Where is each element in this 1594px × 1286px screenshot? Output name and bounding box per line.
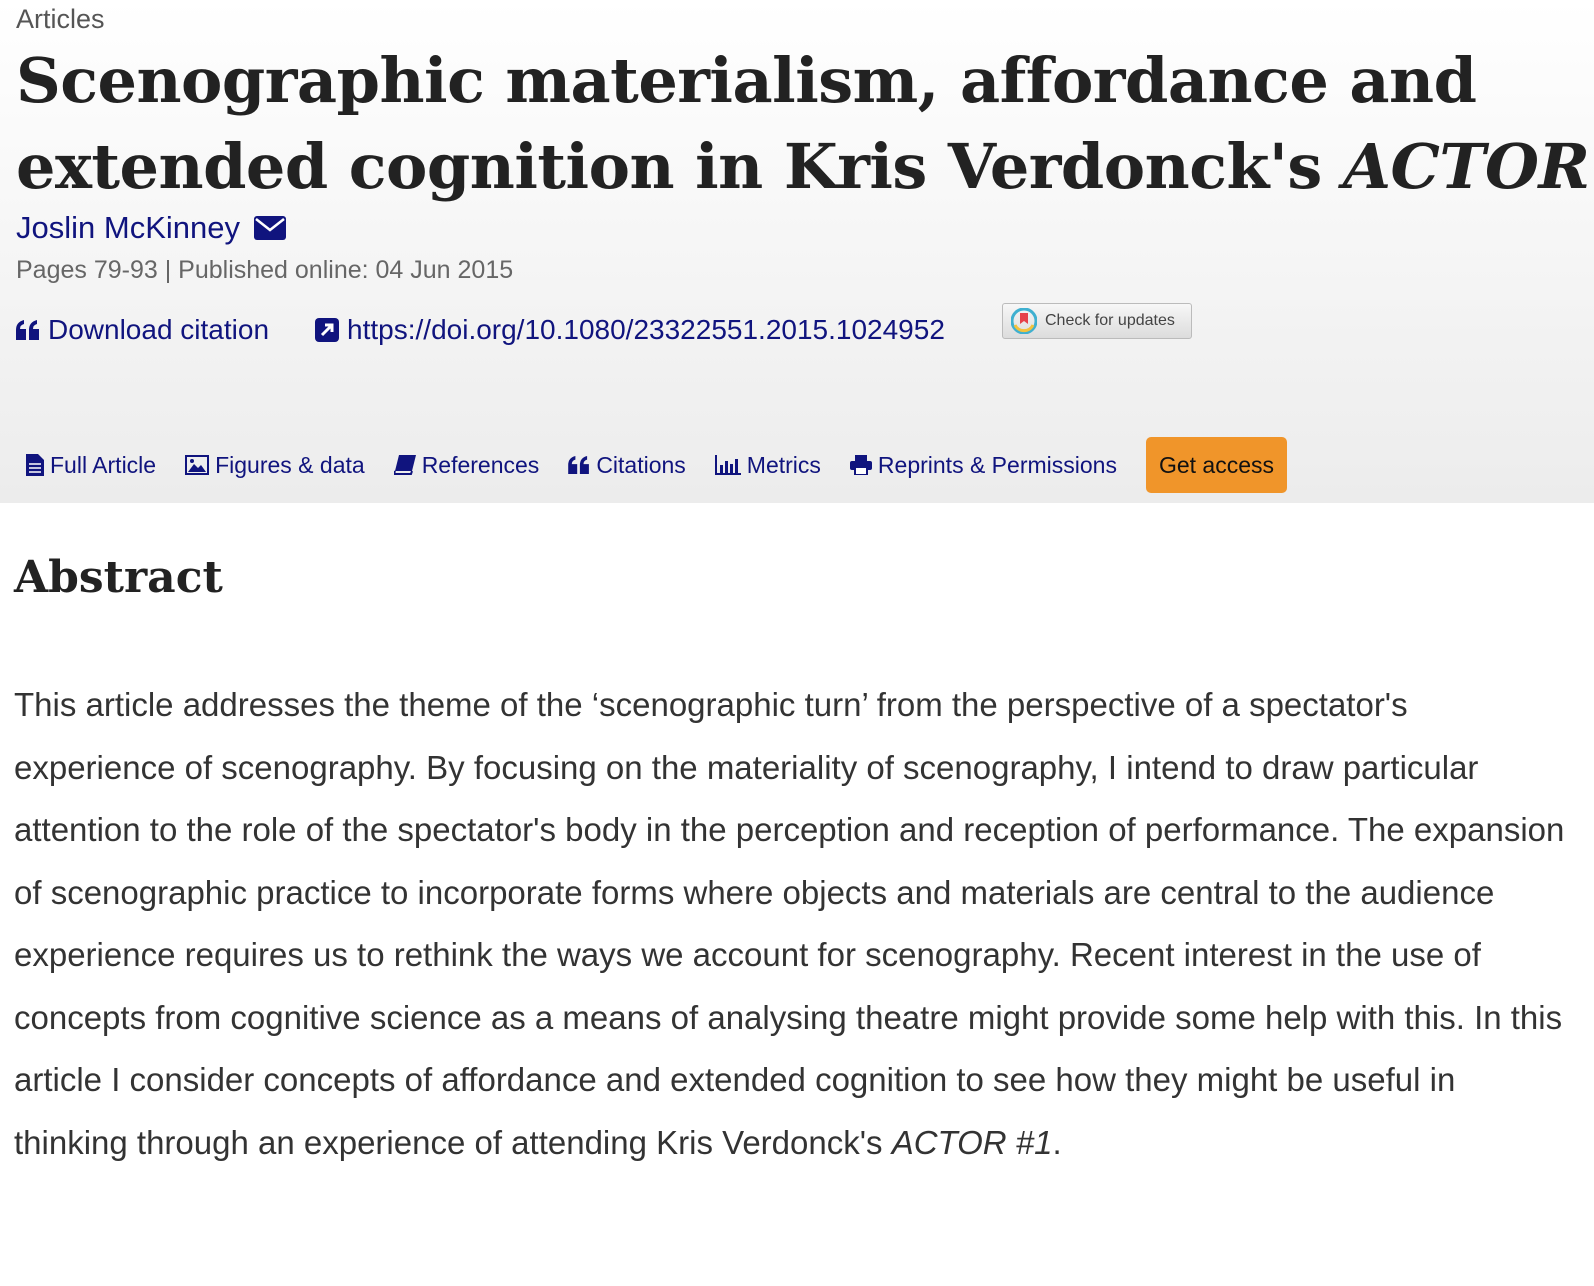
article-header: Articles Scenographic materialism, affor… bbox=[0, 0, 1594, 503]
book-icon bbox=[393, 455, 416, 475]
tab-label: Reprints & Permissions bbox=[877, 451, 1117, 478]
article-title: Scenographic materialism, affordance and… bbox=[16, 38, 1594, 210]
author-name[interactable]: Joslin McKinney bbox=[16, 210, 240, 245]
tab-figures-data[interactable]: Figures & data bbox=[185, 452, 365, 479]
tab-full-article[interactable]: Full Article bbox=[26, 452, 156, 479]
title-text: Scenographic materialism, affordance and… bbox=[16, 44, 1477, 203]
check-for-updates-button[interactable]: Check for updates bbox=[1002, 303, 1192, 339]
doi-link[interactable]: https://doi.org/10.1080/23322551.2015.10… bbox=[315, 314, 945, 346]
envelope-icon[interactable] bbox=[253, 216, 286, 240]
article-meta: Pages 79-93 | Published online: 04 Jun 2… bbox=[16, 256, 514, 284]
get-access-button[interactable]: Get access bbox=[1145, 437, 1287, 493]
tab-metrics[interactable]: Metrics bbox=[714, 451, 821, 479]
tab-label: References bbox=[421, 451, 540, 478]
tab-label: Citations bbox=[596, 451, 686, 478]
check-updates-label: Check for updates bbox=[1045, 312, 1175, 329]
title-italic: ACTOR bbox=[1342, 130, 1590, 203]
quote-icon bbox=[16, 320, 39, 340]
abstract-end: . bbox=[1052, 1123, 1062, 1161]
bar-chart-icon bbox=[714, 455, 741, 475]
abstract-text: This article addresses the theme of the … bbox=[14, 674, 1574, 1174]
tab-label: Metrics bbox=[746, 451, 821, 478]
abstract-body: This article addresses the theme of the … bbox=[14, 686, 1565, 1161]
image-icon bbox=[185, 455, 210, 475]
tab-label: Figures & data bbox=[215, 451, 365, 478]
download-citation-label: Download citation bbox=[48, 314, 270, 345]
quote-icon bbox=[568, 456, 590, 474]
download-citation-link[interactable]: Download citation bbox=[16, 314, 269, 346]
article-type: Articles bbox=[16, 4, 105, 34]
printer-icon bbox=[849, 455, 872, 475]
doi-label: https://doi.org/10.1080/23322551.2015.10… bbox=[347, 314, 945, 345]
external-link-icon bbox=[315, 318, 340, 342]
abstract-italic: ACTOR #1 bbox=[891, 1123, 1053, 1161]
tab-references[interactable]: References bbox=[393, 451, 540, 479]
tab-citations[interactable]: Citations bbox=[568, 451, 686, 479]
abstract-heading: Abstract bbox=[14, 552, 223, 603]
crossmark-icon bbox=[1011, 308, 1037, 334]
document-icon bbox=[26, 454, 44, 476]
article-tabs: Full Article Figures & data References C… bbox=[26, 437, 1287, 493]
tab-reprints-permissions[interactable]: Reprints & Permissions bbox=[849, 451, 1117, 479]
tab-label: Full Article bbox=[50, 451, 157, 478]
author[interactable]: Joslin McKinney bbox=[16, 210, 286, 246]
